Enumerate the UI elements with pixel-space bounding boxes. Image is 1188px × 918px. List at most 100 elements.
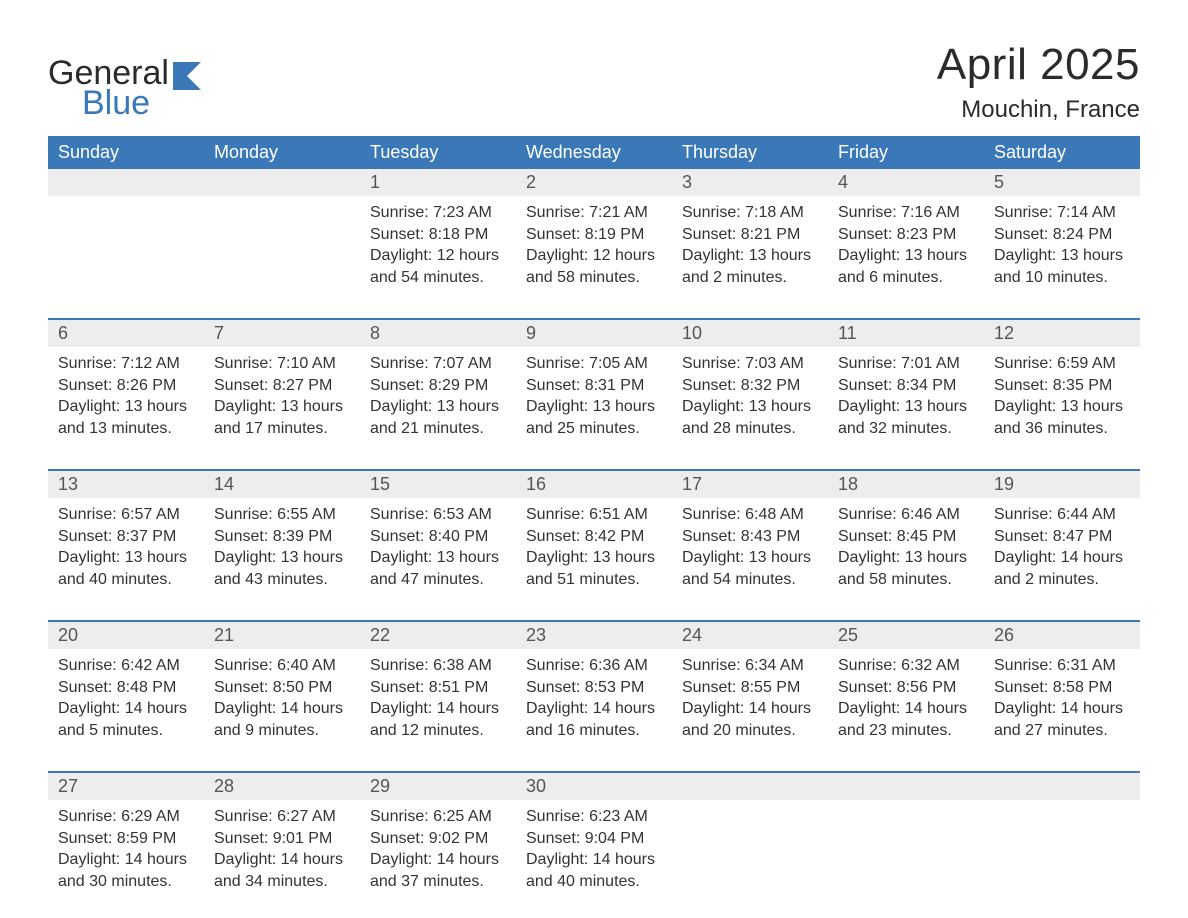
date-number: 25	[828, 622, 984, 649]
daylight-line-1: Daylight: 14 hours	[526, 698, 662, 720]
day-cell: Sunrise: 7:14 AMSunset: 8:24 PMDaylight:…	[984, 196, 1140, 300]
daylight-line-2: and 25 minutes.	[526, 418, 662, 440]
sunrise-line: Sunrise: 6:27 AM	[214, 806, 350, 828]
daylight-line-1: Daylight: 13 hours	[838, 245, 974, 267]
sunset-line: Sunset: 9:04 PM	[526, 828, 662, 850]
daylight-line-2: and 5 minutes.	[58, 720, 194, 742]
sunrise-line: Sunrise: 7:14 AM	[994, 202, 1130, 224]
date-number: 7	[204, 320, 360, 347]
daylight-line-2: and 21 minutes.	[370, 418, 506, 440]
sunrise-line: Sunrise: 7:01 AM	[838, 353, 974, 375]
date-number: 4	[828, 169, 984, 196]
sunrise-line: Sunrise: 6:42 AM	[58, 655, 194, 677]
day-cell: Sunrise: 7:21 AMSunset: 8:19 PMDaylight:…	[516, 196, 672, 300]
daylight-line-2: and 47 minutes.	[370, 569, 506, 591]
sunset-line: Sunset: 9:01 PM	[214, 828, 350, 850]
date-number: 11	[828, 320, 984, 347]
daylight-line-1: Daylight: 14 hours	[682, 698, 818, 720]
sunset-line: Sunset: 8:40 PM	[370, 526, 506, 548]
day-cell: Sunrise: 6:32 AMSunset: 8:56 PMDaylight:…	[828, 649, 984, 753]
sunrise-line: Sunrise: 6:44 AM	[994, 504, 1130, 526]
sunrise-line: Sunrise: 7:03 AM	[682, 353, 818, 375]
sunset-line: Sunset: 8:48 PM	[58, 677, 194, 699]
calendar-week: 6789101112Sunrise: 7:12 AMSunset: 8:26 P…	[48, 318, 1140, 451]
sunrise-line: Sunrise: 7:16 AM	[838, 202, 974, 224]
day-cell: Sunrise: 6:59 AMSunset: 8:35 PMDaylight:…	[984, 347, 1140, 451]
date-number: 3	[672, 169, 828, 196]
day-cell: Sunrise: 7:16 AMSunset: 8:23 PMDaylight:…	[828, 196, 984, 300]
daylight-line-2: and 20 minutes.	[682, 720, 818, 742]
date-number	[672, 773, 828, 800]
daylight-line-1: Daylight: 13 hours	[526, 547, 662, 569]
day-cell: Sunrise: 7:23 AMSunset: 8:18 PMDaylight:…	[360, 196, 516, 300]
sunset-line: Sunset: 8:47 PM	[994, 526, 1130, 548]
sunset-line: Sunset: 8:21 PM	[682, 224, 818, 246]
date-number: 2	[516, 169, 672, 196]
date-number: 10	[672, 320, 828, 347]
daylight-line-1: Daylight: 13 hours	[682, 547, 818, 569]
sunset-line: Sunset: 8:31 PM	[526, 375, 662, 397]
calendar-week: 20212223242526Sunrise: 6:42 AMSunset: 8:…	[48, 620, 1140, 753]
date-number: 29	[360, 773, 516, 800]
daylight-line-1: Daylight: 14 hours	[994, 547, 1130, 569]
daylight-line-1: Daylight: 14 hours	[526, 849, 662, 871]
date-number: 21	[204, 622, 360, 649]
date-number: 26	[984, 622, 1140, 649]
day-cell: Sunrise: 6:48 AMSunset: 8:43 PMDaylight:…	[672, 498, 828, 602]
daylight-line-1: Daylight: 13 hours	[994, 245, 1130, 267]
daylight-line-1: Daylight: 13 hours	[838, 396, 974, 418]
day-cell	[672, 800, 828, 904]
sunset-line: Sunset: 8:58 PM	[994, 677, 1130, 699]
sunrise-line: Sunrise: 6:57 AM	[58, 504, 194, 526]
sunrise-line: Sunrise: 6:25 AM	[370, 806, 506, 828]
daylight-line-2: and 36 minutes.	[994, 418, 1130, 440]
sunrise-line: Sunrise: 6:40 AM	[214, 655, 350, 677]
date-number: 5	[984, 169, 1140, 196]
daylight-line-2: and 27 minutes.	[994, 720, 1130, 742]
sunset-line: Sunset: 8:56 PM	[838, 677, 974, 699]
sunset-line: Sunset: 8:18 PM	[370, 224, 506, 246]
sunrise-line: Sunrise: 7:21 AM	[526, 202, 662, 224]
daylight-line-1: Daylight: 14 hours	[58, 698, 194, 720]
day-cell	[984, 800, 1140, 904]
daylight-line-1: Daylight: 13 hours	[370, 396, 506, 418]
date-number: 30	[516, 773, 672, 800]
daylight-line-2: and 54 minutes.	[682, 569, 818, 591]
date-strip: 12345	[48, 169, 1140, 196]
daylight-line-1: Daylight: 14 hours	[370, 698, 506, 720]
calendar-week: 27282930Sunrise: 6:29 AMSunset: 8:59 PMD…	[48, 771, 1140, 904]
sunset-line: Sunset: 9:02 PM	[370, 828, 506, 850]
sunrise-line: Sunrise: 6:53 AM	[370, 504, 506, 526]
weekday-header-row: Sunday Monday Tuesday Wednesday Thursday…	[48, 136, 1140, 169]
sunset-line: Sunset: 8:51 PM	[370, 677, 506, 699]
daylight-line-2: and 40 minutes.	[58, 569, 194, 591]
date-number: 15	[360, 471, 516, 498]
sunrise-line: Sunrise: 6:32 AM	[838, 655, 974, 677]
day-cell: Sunrise: 6:27 AMSunset: 9:01 PMDaylight:…	[204, 800, 360, 904]
sunrise-line: Sunrise: 7:18 AM	[682, 202, 818, 224]
sunrise-line: Sunrise: 6:31 AM	[994, 655, 1130, 677]
sunset-line: Sunset: 8:29 PM	[370, 375, 506, 397]
date-number	[984, 773, 1140, 800]
date-number: 12	[984, 320, 1140, 347]
sunset-line: Sunset: 8:34 PM	[838, 375, 974, 397]
day-cell: Sunrise: 6:31 AMSunset: 8:58 PMDaylight:…	[984, 649, 1140, 753]
day-cell: Sunrise: 7:18 AMSunset: 8:21 PMDaylight:…	[672, 196, 828, 300]
day-cell: Sunrise: 6:51 AMSunset: 8:42 PMDaylight:…	[516, 498, 672, 602]
day-cell: Sunrise: 6:57 AMSunset: 8:37 PMDaylight:…	[48, 498, 204, 602]
sunset-line: Sunset: 8:32 PM	[682, 375, 818, 397]
date-number: 14	[204, 471, 360, 498]
date-strip: 20212223242526	[48, 622, 1140, 649]
calendar: Sunday Monday Tuesday Wednesday Thursday…	[48, 136, 1140, 904]
daylight-line-1: Daylight: 13 hours	[682, 396, 818, 418]
weekday-header: Tuesday	[360, 136, 516, 169]
date-number: 17	[672, 471, 828, 498]
page-title: April 2025	[937, 40, 1140, 90]
sunrise-line: Sunrise: 6:38 AM	[370, 655, 506, 677]
sunrise-line: Sunrise: 6:29 AM	[58, 806, 194, 828]
sunrise-line: Sunrise: 6:59 AM	[994, 353, 1130, 375]
daylight-line-2: and 12 minutes.	[370, 720, 506, 742]
sunset-line: Sunset: 8:53 PM	[526, 677, 662, 699]
sunset-line: Sunset: 8:26 PM	[58, 375, 194, 397]
date-strip: 6789101112	[48, 320, 1140, 347]
